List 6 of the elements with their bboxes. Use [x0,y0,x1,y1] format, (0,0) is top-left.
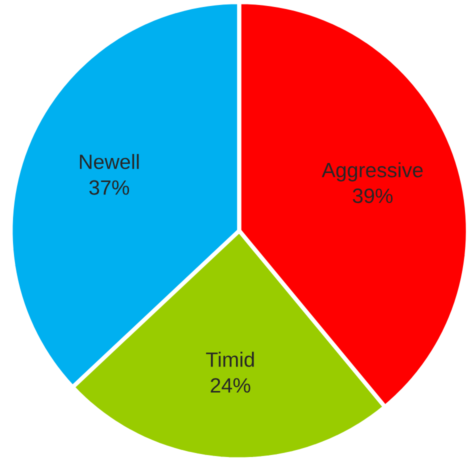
slice-label: Newell [80,154,139,169]
data-label: 37% [89,180,130,195]
data-label: 39% [352,188,393,203]
slice-label: Aggressive [322,162,423,182]
data-label: 24% [210,378,250,392]
slice-label: Timid [206,352,254,367]
